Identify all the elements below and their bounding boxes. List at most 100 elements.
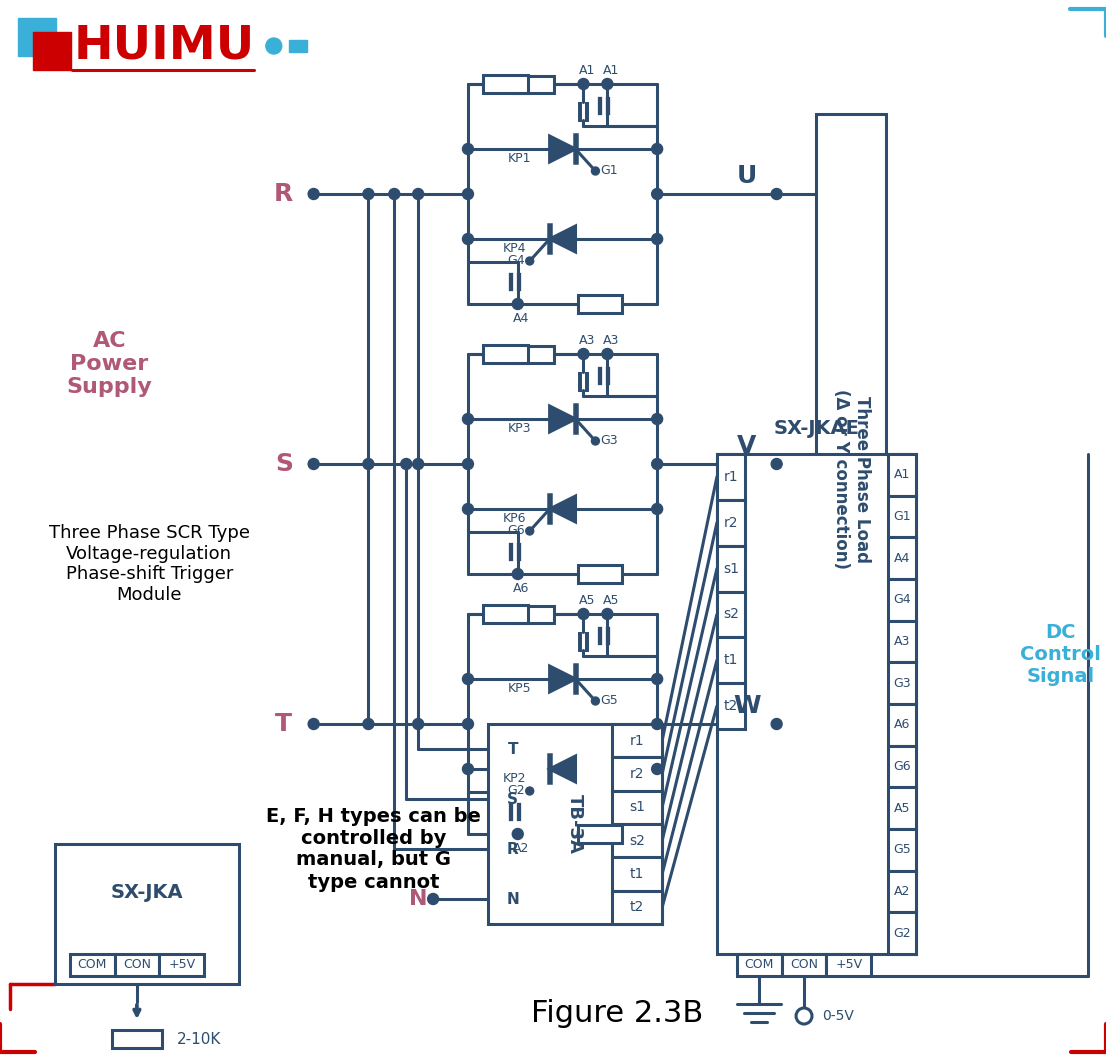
Bar: [888, 662, 917, 704]
Bar: [483, 345, 528, 363]
Bar: [888, 620, 917, 662]
Bar: [612, 758, 662, 791]
Bar: [289, 40, 307, 52]
Text: R: R: [274, 182, 293, 206]
Bar: [717, 454, 744, 500]
Circle shape: [652, 144, 662, 154]
Text: TB-3A: TB-3A: [565, 794, 584, 854]
Polygon shape: [550, 226, 575, 252]
Text: G4: G4: [893, 594, 911, 606]
Text: G4: G4: [507, 254, 524, 267]
Bar: [612, 824, 662, 858]
Circle shape: [308, 718, 319, 730]
Circle shape: [652, 459, 662, 469]
Circle shape: [526, 527, 533, 535]
Circle shape: [526, 257, 533, 265]
Circle shape: [512, 568, 523, 580]
Circle shape: [591, 437, 600, 445]
Bar: [888, 496, 917, 537]
Text: S: S: [508, 792, 518, 807]
Bar: [488, 724, 662, 924]
Circle shape: [652, 764, 662, 775]
Circle shape: [652, 233, 662, 245]
Circle shape: [652, 503, 662, 515]
Text: Three Phase Load
(Δ or Y connection): Three Phase Load (Δ or Y connection): [832, 389, 871, 569]
Bar: [612, 791, 662, 824]
Bar: [817, 114, 887, 844]
Text: +5V: +5V: [835, 959, 862, 971]
Text: A5: A5: [894, 801, 910, 815]
Text: KP1: KP1: [508, 152, 531, 166]
Bar: [578, 565, 622, 583]
Circle shape: [591, 167, 600, 174]
Text: A6: A6: [512, 582, 529, 595]
Text: W: W: [733, 694, 761, 718]
Circle shape: [652, 414, 662, 425]
Bar: [483, 605, 528, 624]
Polygon shape: [550, 406, 575, 432]
Bar: [888, 787, 917, 829]
Circle shape: [462, 144, 473, 154]
Bar: [612, 858, 662, 891]
Text: U: U: [737, 164, 757, 188]
Text: +5V: +5V: [168, 959, 196, 971]
Circle shape: [602, 79, 613, 89]
Bar: [70, 954, 114, 976]
Bar: [888, 537, 917, 579]
Bar: [888, 454, 917, 496]
Circle shape: [462, 674, 473, 684]
Text: A3: A3: [894, 635, 910, 648]
Bar: [612, 724, 662, 758]
Text: A6: A6: [894, 718, 910, 731]
Bar: [33, 32, 71, 70]
Text: KP6: KP6: [503, 513, 527, 526]
Text: DC
Control
Signal: DC Control Signal: [1020, 622, 1101, 685]
Text: s1: s1: [723, 562, 739, 576]
Circle shape: [512, 299, 523, 310]
Text: G6: G6: [893, 760, 911, 774]
Circle shape: [652, 718, 662, 730]
Circle shape: [412, 188, 423, 200]
Text: N: N: [409, 890, 428, 909]
Bar: [54, 844, 239, 984]
Text: T: T: [508, 742, 518, 757]
Bar: [888, 746, 917, 787]
Bar: [112, 1030, 162, 1048]
Bar: [717, 592, 744, 637]
Circle shape: [389, 188, 400, 200]
Text: KP5: KP5: [508, 682, 531, 696]
Text: S: S: [274, 452, 293, 476]
Text: KP4: KP4: [503, 243, 527, 255]
Circle shape: [602, 349, 613, 360]
Circle shape: [512, 829, 523, 839]
Bar: [888, 870, 917, 912]
Text: R: R: [507, 842, 519, 857]
Text: A2: A2: [512, 842, 529, 854]
Text: A3: A3: [603, 334, 620, 348]
Circle shape: [412, 459, 423, 469]
Text: G3: G3: [600, 434, 618, 448]
Text: CON: CON: [790, 959, 818, 971]
Circle shape: [308, 459, 319, 469]
Circle shape: [578, 349, 589, 360]
Circle shape: [462, 459, 473, 469]
Text: s2: s2: [629, 834, 645, 848]
Text: t1: t1: [723, 653, 738, 667]
Text: G6: G6: [507, 525, 524, 537]
Bar: [888, 704, 917, 746]
Circle shape: [428, 894, 439, 904]
Bar: [512, 346, 553, 363]
Text: r2: r2: [630, 767, 644, 781]
Circle shape: [462, 188, 473, 200]
Text: t2: t2: [630, 900, 644, 914]
Text: COM: COM: [744, 959, 774, 971]
Text: G2: G2: [893, 927, 911, 940]
Bar: [612, 891, 662, 924]
Circle shape: [462, 764, 473, 775]
Circle shape: [462, 233, 473, 245]
Bar: [18, 18, 56, 56]
Circle shape: [526, 787, 533, 795]
Text: 0-5V: 0-5V: [822, 1009, 854, 1023]
Circle shape: [771, 718, 782, 730]
Text: A3: A3: [579, 334, 595, 348]
